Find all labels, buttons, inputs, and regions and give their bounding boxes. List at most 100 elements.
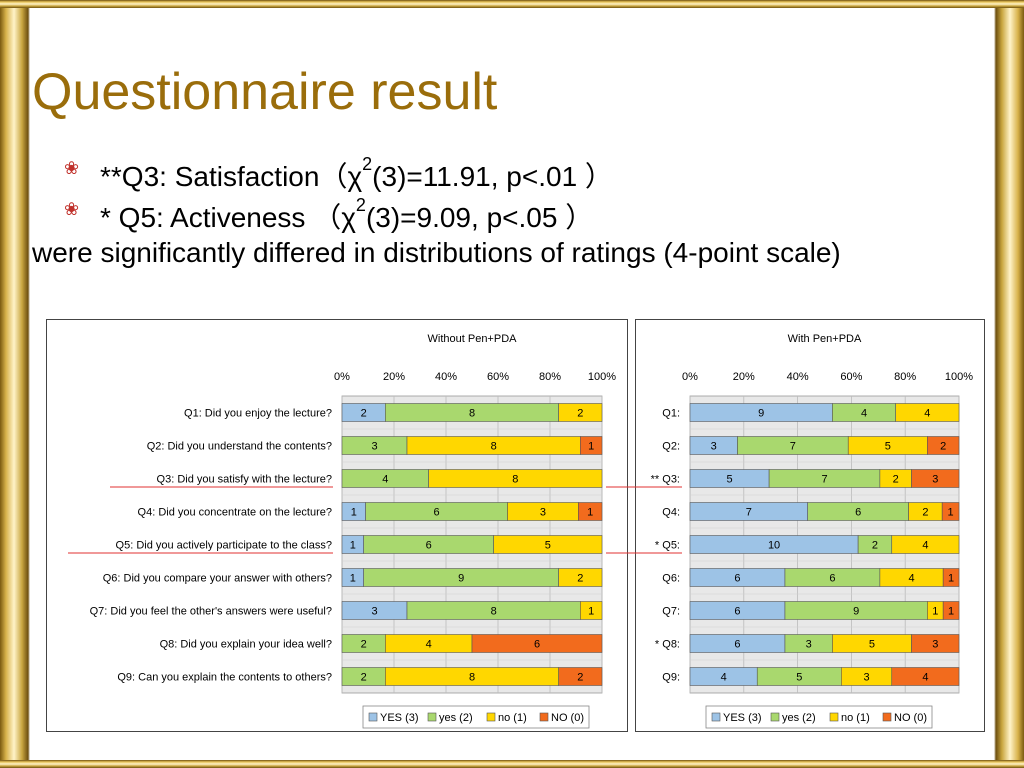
data-label: 9 — [458, 573, 464, 585]
category-label: Q8: Did you explain your idea well? — [160, 639, 332, 651]
data-label: 1 — [350, 540, 356, 552]
bar-segment — [891, 667, 960, 686]
bullet-q3-suffix: (3)=11.91, p<.01 ） — [372, 161, 613, 192]
category-label: * Q5: — [655, 540, 680, 552]
data-label: 3 — [711, 441, 717, 453]
bar-segment — [942, 601, 960, 620]
x-tick-label: 100% — [588, 371, 616, 383]
top-gold-border — [0, 0, 1024, 8]
bar-segment — [558, 403, 603, 422]
data-label: 8 — [491, 441, 497, 453]
legend-label: NO (0) — [551, 712, 584, 724]
data-label: 6 — [426, 540, 432, 552]
data-label: 6 — [855, 507, 861, 519]
bar-segment — [911, 469, 960, 488]
data-label: 2 — [922, 507, 928, 519]
legend-label: no (1) — [841, 712, 870, 724]
data-label: 9 — [758, 408, 764, 420]
data-label: 1 — [932, 606, 938, 618]
bullet-q5: * Q5: Activeness （χ2(3)=9.09, p<.05 ） — [100, 195, 594, 236]
legend-box — [705, 705, 933, 729]
x-tick-label: 80% — [539, 371, 561, 383]
data-label: 6 — [433, 507, 439, 519]
data-label: 2 — [893, 474, 899, 486]
category-label: Q2: — [662, 441, 680, 453]
category-label: * Q8: — [655, 639, 680, 651]
data-label: 5 — [885, 441, 891, 453]
x-tick-label: 0% — [334, 371, 350, 383]
data-label: 4 — [861, 408, 867, 420]
data-label: 7 — [821, 474, 827, 486]
legend-label: yes (2) — [439, 712, 473, 724]
data-label: 6 — [534, 639, 540, 651]
bar-segment — [942, 568, 960, 587]
data-label: 2 — [940, 441, 946, 453]
summary-paragraph: were significantly differed in distribut… — [32, 236, 952, 270]
data-label: 2 — [361, 408, 367, 420]
bar-segment — [578, 502, 603, 521]
data-label: 4 — [426, 639, 432, 651]
category-label: Q9: Can you explain the contents to othe… — [117, 672, 332, 684]
bar-segment — [558, 568, 603, 587]
data-label: 6 — [734, 639, 740, 651]
data-label: 2 — [577, 408, 583, 420]
data-label: 1 — [588, 606, 594, 618]
category-label: Q3: Did you satisfy with the lecture? — [157, 474, 332, 486]
legend-swatch — [368, 712, 378, 722]
category-label: Q2: Did you understand the contents? — [147, 441, 332, 453]
data-label: 1 — [948, 606, 954, 618]
bar-segment — [580, 601, 603, 620]
bar-segment — [911, 634, 960, 653]
data-label: 4 — [382, 474, 388, 486]
chart-title: With Pen+PDA — [788, 333, 862, 345]
x-tick-label: 80% — [894, 371, 916, 383]
data-label: 1 — [351, 507, 357, 519]
data-label: 8 — [469, 672, 475, 684]
data-label: 3 — [540, 507, 546, 519]
slide-title: Questionnaire result — [32, 63, 498, 121]
category-label: Q1: — [662, 408, 680, 420]
legend-swatch — [770, 712, 780, 722]
chart-without-pen-svg: Without Pen+PDA 0% 20% 40% 60% 80% 100% Q1: Did… — [90, 333, 616, 729]
chart-with-pen: With Pen+PDA 0% 20% 40% 60% 80% 100% Q1: 9 4 4 Q2: 3… — [635, 319, 985, 732]
legend-label: yes (2) — [782, 712, 816, 724]
category-label: ** Q3: — [651, 474, 680, 486]
data-label: 6 — [829, 573, 835, 585]
data-label: 3 — [371, 441, 377, 453]
legend-swatch — [829, 712, 839, 722]
data-label: 2 — [577, 573, 583, 585]
data-label: 6 — [734, 606, 740, 618]
data-label: 5 — [545, 540, 551, 552]
legend-label: NO (0) — [894, 712, 927, 724]
legend-swatch — [882, 712, 892, 722]
legend-box — [362, 705, 590, 729]
x-tick-label: 100% — [945, 371, 973, 383]
data-label: 2 — [361, 672, 367, 684]
data-label: 8 — [469, 408, 475, 420]
legend-swatch — [711, 712, 721, 722]
legend-label: no (1) — [498, 712, 527, 724]
category-label: Q4: — [662, 507, 680, 519]
data-label: 5 — [796, 672, 802, 684]
data-label: 2 — [361, 639, 367, 651]
data-label: 5 — [869, 639, 875, 651]
data-label: 1 — [350, 573, 356, 585]
bar-segment — [941, 502, 960, 521]
data-label: 3 — [863, 672, 869, 684]
bullet-q5-suffix: (3)=9.09, p<.05 ） — [365, 202, 594, 233]
data-label: 5 — [726, 474, 732, 486]
data-label: 1 — [948, 507, 954, 519]
category-label: Q1: Did you enjoy the lecture? — [184, 408, 332, 420]
chart-with-pen-svg: With Pen+PDA 0% 20% 40% 60% 80% 100% Q1: 9 4 4 Q2: 3… — [651, 333, 973, 729]
bullet-q3-prefix: **Q3: Satisfaction（χ — [100, 161, 363, 192]
data-label: 1 — [587, 507, 593, 519]
bar-segment — [493, 535, 603, 554]
bar-segment — [471, 634, 603, 653]
data-label: 3 — [932, 474, 938, 486]
data-label: 4 — [908, 573, 914, 585]
data-label: 2 — [872, 540, 878, 552]
data-label: 1 — [588, 441, 594, 453]
x-tick-label: 20% — [383, 371, 405, 383]
data-label: 4 — [924, 408, 930, 420]
data-label: 2 — [577, 672, 583, 684]
